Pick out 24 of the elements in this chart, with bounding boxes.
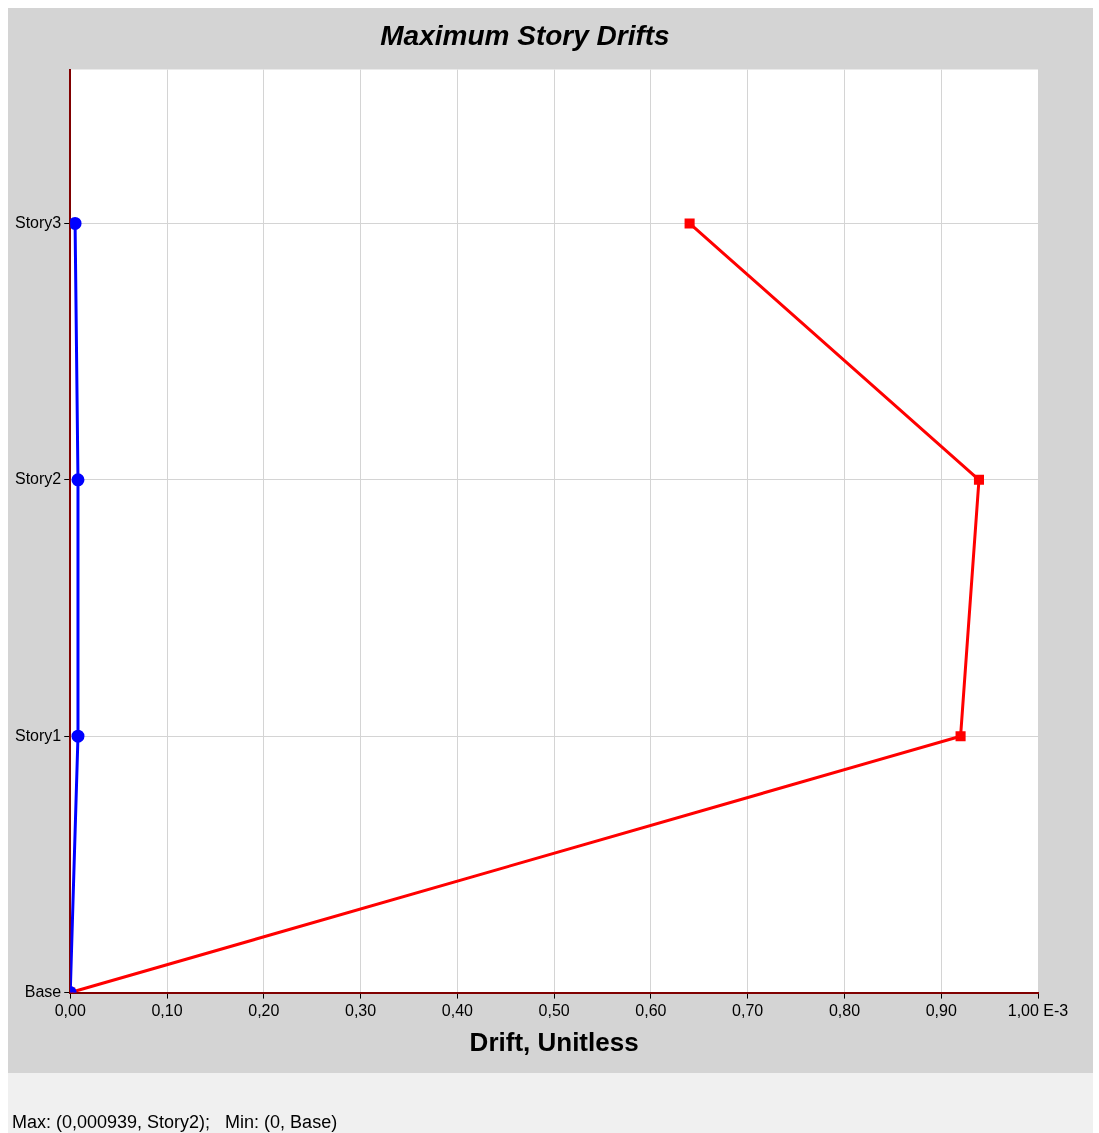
x-tick-label: 0,50 (538, 1001, 570, 1019)
x-tick-label: 0,90 (925, 1001, 957, 1019)
x-axis-title: Drift, Unitless (469, 1026, 639, 1057)
x-tick-label: 0,10 (151, 1001, 183, 1019)
x-tick-label: 0,70 (732, 1001, 764, 1019)
point (71, 473, 85, 487)
y-tick-label: Story1 (14, 726, 62, 744)
point (70, 216, 82, 230)
point (973, 474, 984, 485)
point (71, 729, 85, 743)
y-tick-label: Story3 (14, 213, 62, 231)
point (955, 731, 966, 742)
y-tick-label: Story2 (14, 470, 62, 488)
point (684, 218, 695, 229)
x-tick-label: 0,80 (828, 1001, 861, 1019)
x-tick-label: 0,30 (345, 1001, 377, 1019)
y-tick-label: Base (24, 983, 62, 1001)
x-tick-label: 1,00 E-3 (1007, 1001, 1069, 1019)
x-tick-label: 0,60 (635, 1001, 667, 1019)
x-tick-label: 0,20 (248, 1001, 280, 1019)
x-tick-label: 0,00 (54, 1001, 86, 1019)
chart-title: Maximum Story Drifts (380, 19, 670, 51)
x-tick-label: 0,40 (441, 1001, 474, 1019)
text: Max: (0,000939, Story2); Min: (0, Base) (12, 1112, 338, 1133)
